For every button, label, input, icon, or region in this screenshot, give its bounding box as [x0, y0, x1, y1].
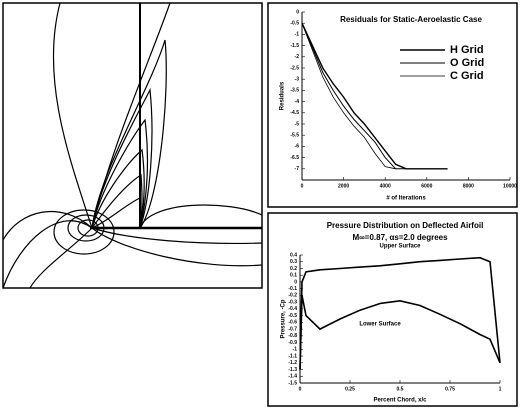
y-tick-label: -2.5 [290, 65, 299, 71]
y-tick-label: -0.5 [288, 313, 297, 319]
y-tick-label: -1.5 [290, 43, 299, 49]
y-tick-label: -6 [295, 144, 300, 150]
y-tick-label: -0.2 [288, 293, 297, 299]
series-line [299, 256, 501, 370]
contour [139, 204, 263, 229]
series-line [299, 295, 501, 370]
series-line [301, 22, 448, 170]
y-tick-label: -0.7 [288, 326, 297, 332]
charts: 0 -0.5 -1 -1.5 -2 -2.5 -3 -3.5 -4 -4.5 -5 -5.5 -6 -6.… [280, 9, 518, 403]
chart-title: Residuals for Static-Aeroelastic Case [340, 15, 482, 24]
y-tick-label: -5.5 [290, 133, 299, 139]
y-tick-label: -1.2 [288, 360, 297, 366]
y-tick-label: -1.5 [288, 380, 297, 386]
x-tick-label: 0 [299, 386, 302, 392]
y-tick-label: -1 [293, 347, 298, 353]
x-tick-label: 2000 [338, 183, 349, 189]
y-tick-label: 0.2 [290, 266, 297, 272]
x-axis-label: Percent Chord, x/c [373, 398, 427, 404]
contour [53, 209, 115, 255]
y-tick-label: -0.5 [290, 21, 299, 27]
y-tick-label: -1 [295, 32, 300, 38]
contour [91, 227, 263, 245]
contour [2, 211, 93, 241]
y-tick-label: -0.4 [288, 306, 297, 312]
series-line [301, 23, 406, 170]
chart-title: Pressure Distribution on Deflected Airfo… [327, 221, 484, 230]
contour [91, 2, 171, 229]
y-axis-label: Residuals [280, 81, 286, 110]
contour [52, 2, 93, 229]
series-annotation: Upper Surface [379, 244, 421, 250]
y-tick-label: -5 [295, 121, 300, 127]
panel-frame [2, 2, 263, 289]
y-tick-label: 0.4 [290, 252, 297, 258]
y-tick-label: -4 [295, 99, 300, 105]
y-tick-label: 0.1 [290, 273, 297, 279]
x-tick-label: 4000 [380, 183, 391, 189]
y-tick-label: -3 [295, 77, 300, 83]
x-tick-label: 0.25 [345, 386, 355, 392]
y-tick-label: 0.3 [290, 259, 297, 265]
x-axis-label: # of Iterations [386, 196, 426, 202]
contour [91, 118, 149, 229]
y-tick-label: -0.8 [288, 333, 297, 339]
y-tick-label: 0 [294, 279, 297, 285]
x-tick-label: 0 [301, 183, 304, 189]
x-tick-label: 0.5 [397, 386, 404, 392]
x-tick-label: 0.75 [445, 386, 455, 392]
y-tick-label: -0.6 [288, 320, 297, 326]
legend-label: C Grid [450, 70, 484, 82]
x-tick-label: 8000 [463, 183, 474, 189]
y-tick-label: -2 [295, 54, 300, 60]
series-annotation: Lower Surface [359, 322, 401, 328]
chart-subtitle: M∞=0.87, αs=2.0 degrees [352, 233, 448, 242]
y-tick-label: -1.3 [288, 367, 297, 373]
y-axis-label: Pressure, -Cp [281, 299, 287, 338]
y-tick-label: -0.3 [288, 299, 297, 305]
y-tick-label: 0 [296, 9, 299, 15]
y-tick-label: -6.5 [290, 155, 299, 161]
y-tick-label: -1.1 [288, 353, 297, 359]
y-tick-label: -0.9 [288, 340, 297, 346]
x-tick-label: 1 [499, 386, 502, 392]
y-tick-label: -4.5 [290, 110, 299, 116]
panel-frame [267, 2, 518, 208]
contour [91, 39, 167, 229]
contour [91, 87, 153, 229]
y-tick-label: -1.4 [288, 374, 297, 380]
contour [91, 148, 145, 229]
y-tick-label: -7 [295, 166, 300, 172]
legend-label: H Grid [450, 44, 484, 56]
x-tick-label: 6000 [421, 183, 432, 189]
contour-panel [2, 2, 263, 289]
contour [91, 227, 263, 267]
y-tick-label: -0.1 [288, 286, 297, 292]
legend-label: O Grid [450, 57, 484, 69]
panel-frame [267, 212, 518, 407]
x-tick-label: 10000 [503, 183, 517, 189]
contour [91, 197, 141, 229]
series-line [301, 23, 396, 170]
y-tick-label: -3.5 [290, 88, 299, 94]
